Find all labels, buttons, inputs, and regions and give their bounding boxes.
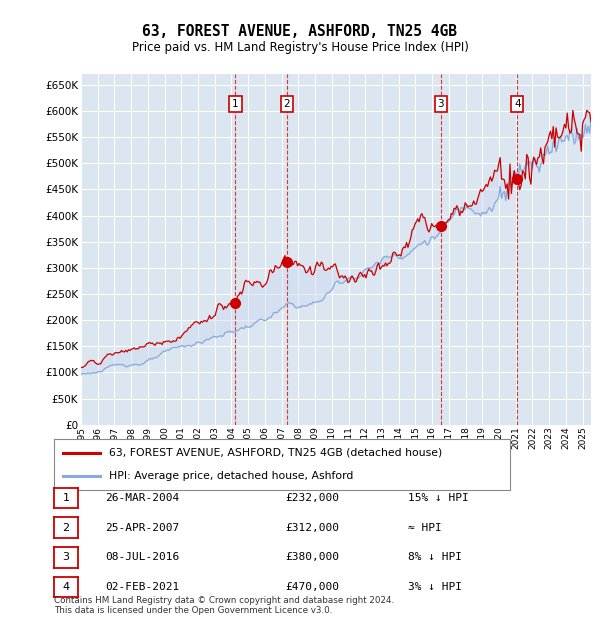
Text: 3: 3 xyxy=(437,99,444,109)
Text: Price paid vs. HM Land Registry's House Price Index (HPI): Price paid vs. HM Land Registry's House … xyxy=(131,42,469,54)
Text: 3: 3 xyxy=(62,552,70,562)
Text: 3% ↓ HPI: 3% ↓ HPI xyxy=(408,582,462,592)
Text: 1: 1 xyxy=(232,99,239,109)
Text: 08-JUL-2016: 08-JUL-2016 xyxy=(105,552,179,562)
Text: £380,000: £380,000 xyxy=(285,552,339,562)
Text: 02-FEB-2021: 02-FEB-2021 xyxy=(105,582,179,592)
Text: Contains HM Land Registry data © Crown copyright and database right 2024.
This d: Contains HM Land Registry data © Crown c… xyxy=(54,596,394,615)
Text: 63, FOREST AVENUE, ASHFORD, TN25 4GB: 63, FOREST AVENUE, ASHFORD, TN25 4GB xyxy=(143,24,458,38)
Text: ≈ HPI: ≈ HPI xyxy=(408,523,442,533)
Text: HPI: Average price, detached house, Ashford: HPI: Average price, detached house, Ashf… xyxy=(109,471,353,481)
Text: 8% ↓ HPI: 8% ↓ HPI xyxy=(408,552,462,562)
Text: 2: 2 xyxy=(62,523,70,533)
Text: 2: 2 xyxy=(284,99,290,109)
Text: 1: 1 xyxy=(62,493,70,503)
Text: 63, FOREST AVENUE, ASHFORD, TN25 4GB (detached house): 63, FOREST AVENUE, ASHFORD, TN25 4GB (de… xyxy=(109,448,442,458)
Text: £470,000: £470,000 xyxy=(285,582,339,592)
Text: £232,000: £232,000 xyxy=(285,493,339,503)
Text: 15% ↓ HPI: 15% ↓ HPI xyxy=(408,493,469,503)
Text: 4: 4 xyxy=(62,582,70,592)
Text: £312,000: £312,000 xyxy=(285,523,339,533)
Text: 25-APR-2007: 25-APR-2007 xyxy=(105,523,179,533)
Text: 26-MAR-2004: 26-MAR-2004 xyxy=(105,493,179,503)
Text: 4: 4 xyxy=(514,99,521,109)
